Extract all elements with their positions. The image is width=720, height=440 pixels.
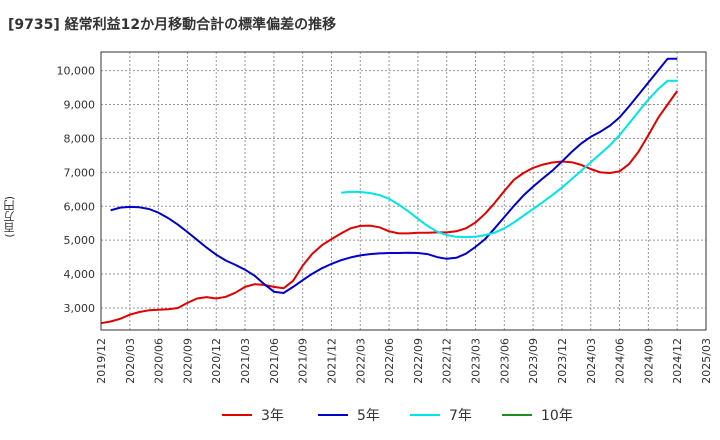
plot-frame (100, 51, 707, 331)
y-tick-label: 7,000 (64, 166, 96, 179)
y-tick-label: 8,000 (64, 132, 96, 145)
legend-label-2: 5年 (357, 408, 380, 424)
x-tick-label: 2023/09 (527, 338, 540, 384)
y-axis-ticks: 3,000 4,000 5,000 6,000 7,000 8,000 9,000 10,00… (57, 65, 96, 315)
legend-label-3: 7年 (449, 408, 472, 424)
legend-label-1: 3年 (261, 408, 284, 424)
y-tick-label: 3,000 (64, 302, 96, 315)
x-tick-label: 2024/03 (585, 338, 598, 384)
grid (100, 52, 707, 330)
x-tick-label: 2023/06 (498, 338, 511, 384)
x-tick-label: 2021/03 (239, 338, 252, 384)
x-tick-label: 2025/03 (700, 338, 713, 384)
x-tick-label: 2021/09 (297, 338, 310, 384)
x-tick-label: 2020/12 (210, 338, 223, 384)
y-tick-label: 9,000 (64, 99, 96, 112)
series-line-1 (100, 90, 679, 325)
x-tick-label: 2024/06 (614, 338, 627, 384)
chart-title: [9735] 経常利益12か月移動合計の標準偏差の推移 (8, 17, 337, 33)
y-tick-label: 6,000 (64, 200, 96, 213)
y-tick-label: 5,000 (64, 234, 96, 247)
x-tick-label: 2022/09 (412, 338, 425, 384)
x-tick-label: 2023/03 (470, 338, 483, 384)
x-tick-label: 2020/03 (124, 338, 137, 384)
x-tick-label: 2020/09 (181, 338, 194, 384)
series-lines (100, 57, 679, 325)
legend-label-4: 10年 (541, 408, 573, 424)
y-tick-label: 4,000 (64, 268, 96, 281)
x-tick-label: 2021/06 (268, 338, 281, 384)
x-tick-label: 2024/12 (671, 338, 684, 384)
x-tick-label: 2019/12 (95, 338, 108, 384)
series-line-3 (340, 79, 678, 239)
x-tick-label: 2022/12 (441, 338, 454, 384)
x-axis-ticks: 2019/12 2020/03 2020/06 2020/09 2020/12 2021/… (95, 338, 713, 384)
legend: 3年 5年 7年 10年 (222, 408, 573, 424)
x-tick-label: 2022/06 (383, 338, 396, 384)
x-tick-label: 2024/09 (642, 338, 655, 384)
series-line-2 (110, 57, 678, 294)
x-tick-label: 2020/06 (153, 338, 166, 384)
y-tick-label: 10,000 (57, 65, 96, 78)
x-tick-label: 2023/12 (556, 338, 569, 384)
x-tick-label: 2022/03 (354, 338, 367, 384)
x-tick-label: 2021/12 (325, 338, 338, 384)
